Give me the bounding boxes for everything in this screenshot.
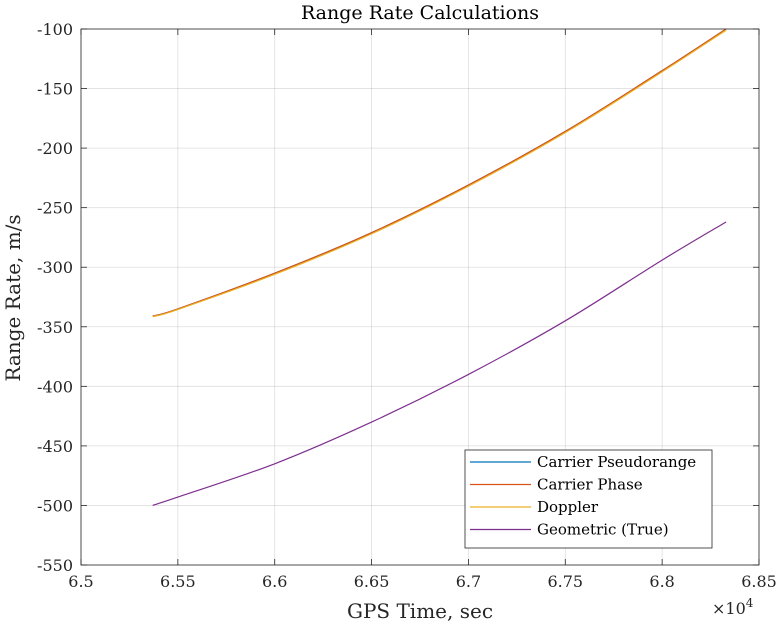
y-tick-label: -150 <box>37 80 73 99</box>
x-tick-label: 6.8 <box>649 572 674 591</box>
x-tick-label: 6.85 <box>741 572 777 591</box>
axis-ticks <box>80 28 760 566</box>
x-tick-label: 6.6 <box>262 572 287 591</box>
y-tick-label: -550 <box>37 556 73 575</box>
legend-label-geometric-true: Geometric (True) <box>537 521 669 539</box>
x-tick-label: 6.7 <box>456 572 481 591</box>
y-tick-label: -200 <box>37 139 73 158</box>
x-tick-label: 6.5 <box>68 572 93 591</box>
x-axis-exponent: ×104 <box>712 596 754 618</box>
legend: Carrier Pseudorange Carrier Phase Doppler G… <box>464 449 713 549</box>
series-line-carrier-phase <box>152 28 727 317</box>
x-exponent-base: ×10 <box>712 599 746 618</box>
y-tick-label: -100 <box>37 20 73 39</box>
y-tick-label: -250 <box>37 199 73 218</box>
y-tick-label: -500 <box>37 496 73 515</box>
x-exponent-power: 4 <box>746 596 754 610</box>
y-tick-label: -350 <box>37 318 73 337</box>
y-tick-labels: -550 -500 -450 -400 -350 -300 -250 -200 -150 -100 <box>37 20 73 575</box>
x-axis-title: GPS Time, sec <box>347 599 493 623</box>
series-line-geometric-true <box>152 221 727 507</box>
x-tick-label: 6.55 <box>160 572 196 591</box>
legend-label-doppler: Doppler <box>537 498 599 516</box>
y-tick-label: -400 <box>37 377 73 396</box>
legend-label-carrier-phase: Carrier Phase <box>537 476 643 494</box>
y-tick-label: -450 <box>37 437 73 456</box>
series-line-doppler <box>152 29 727 318</box>
y-tick-label: -300 <box>37 258 73 277</box>
plot-frame <box>80 28 760 566</box>
chart-title: Range Rate Calculations <box>301 2 539 24</box>
x-tick-label: 6.75 <box>547 572 583 591</box>
series-layer <box>152 28 727 507</box>
x-tick-label: 6.65 <box>354 572 390 591</box>
x-tick-labels: 6.5 6.55 6.6 6.65 6.7 6.75 6.8 6.85 <box>68 572 777 591</box>
y-axis-title: Range Rate, m/s <box>1 214 25 381</box>
legend-label-carrier-pseudorange: Carrier Pseudorange <box>537 453 696 471</box>
legend-box <box>464 449 713 549</box>
